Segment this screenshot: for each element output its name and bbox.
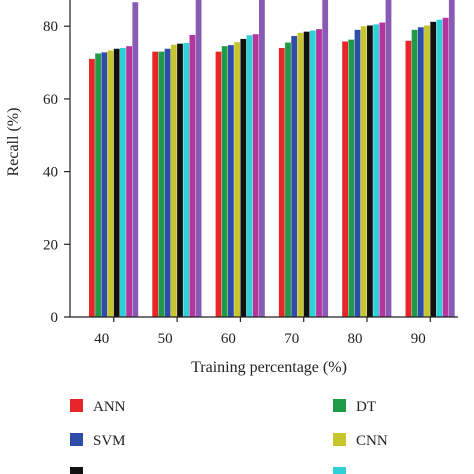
- bar-90-s3: [424, 25, 430, 317]
- legend-item-5: [333, 467, 346, 474]
- bar-40-s6: [126, 46, 132, 317]
- y-tick-label-80: 80: [43, 19, 58, 35]
- bar-60-s4: [240, 38, 247, 318]
- bar-90-s0: [405, 40, 412, 318]
- bar-60-s5: [246, 35, 253, 317]
- bar-80-s4: [367, 25, 373, 317]
- bar-40-s3: [107, 50, 114, 318]
- x-tick-label-60: 60: [221, 331, 236, 347]
- bar-50-s1: [158, 51, 165, 318]
- bar-50-s3: [170, 44, 177, 318]
- bar-90-s5: [436, 19, 443, 317]
- bar-80-s6: [379, 22, 386, 318]
- bar-50-s5: [183, 42, 190, 318]
- bar-60-s1: [221, 46, 228, 317]
- legend-swatch-5: [333, 467, 346, 474]
- x-tick-label-40: 40: [94, 331, 109, 347]
- bar-60-s0: [215, 51, 222, 318]
- legend-item-2: SVM: [70, 433, 126, 449]
- bar-70-s4: [303, 31, 310, 318]
- bar-50-s0: [152, 51, 159, 318]
- bar-70-s3: [297, 32, 304, 318]
- x-tick-label-70: 70: [284, 331, 299, 347]
- legend-item-1: DT: [333, 399, 376, 415]
- legend-label-0: ANN: [93, 399, 126, 415]
- bar-40-s5: [120, 48, 126, 317]
- legend-swatch-0: [70, 399, 83, 412]
- bar-70-s7: [322, 0, 329, 317]
- legend-swatch-4: [70, 467, 83, 474]
- legend-label-3: CNN: [356, 433, 388, 449]
- y-axis: 0 20 40 60 80: [43, 0, 71, 326]
- bar-70-s0: [278, 48, 285, 317]
- bar-90-s7: [448, 0, 455, 317]
- bar-50-s7: [195, 0, 202, 317]
- x-axis-label: Training percentage (%): [191, 359, 347, 376]
- y-tick-label-0: 0: [51, 310, 59, 326]
- bar-80-s7: [385, 0, 392, 317]
- y-tick-label-60: 60: [43, 92, 58, 108]
- y-tick-label-40: 40: [43, 165, 58, 181]
- bar-90-s6: [442, 17, 449, 318]
- plot-area: [89, 0, 455, 318]
- legend-item-4: [70, 467, 83, 474]
- bar-40-s2: [101, 52, 108, 318]
- bar-80-s3: [360, 26, 367, 317]
- bar-60-s7: [259, 0, 265, 317]
- legend-swatch-2: [70, 433, 83, 446]
- bar-70-s2: [291, 36, 298, 317]
- bar-90-s4: [430, 21, 437, 318]
- bar-90-s2: [417, 27, 424, 317]
- legend-item-3: CNN: [333, 433, 388, 449]
- bar-40-s0: [89, 58, 95, 318]
- bar-70-s1: [285, 42, 291, 318]
- bar-70-s6: [316, 29, 322, 318]
- bar-60-s3: [234, 42, 240, 317]
- bar-80-s2: [354, 29, 361, 318]
- y-tick-label-20: 20: [43, 237, 58, 253]
- bar-60-s2: [228, 45, 234, 317]
- legend-label-2: SVM: [93, 433, 126, 449]
- x-tick-label-90: 90: [411, 331, 426, 347]
- legend-swatch-1: [333, 399, 346, 412]
- y-axis-label: Recall (%): [5, 108, 22, 177]
- bar-40-s7: [132, 2, 139, 318]
- legend-item-0: ANN: [70, 399, 126, 415]
- bar-70-s5: [309, 30, 316, 318]
- bar-90-s1: [411, 29, 418, 318]
- bar-50-s4: [177, 43, 183, 318]
- bar-80-s5: [373, 24, 379, 317]
- bar-40-s4: [113, 48, 120, 318]
- bar-60-s6: [252, 34, 259, 317]
- bar-50-s2: [164, 48, 171, 318]
- bar-80-s1: [348, 39, 355, 318]
- legend-swatch-3: [333, 433, 346, 446]
- bar-80-s0: [342, 41, 348, 317]
- x-tick-label-80: 80: [348, 331, 363, 347]
- legend: ANN DT SVM CNN: [70, 399, 388, 474]
- x-axis: 40 50 60 70 80 90: [70, 316, 458, 347]
- bar-50-s6: [189, 34, 196, 318]
- legend-label-1: DT: [356, 399, 376, 415]
- bar-40-s1: [95, 53, 101, 318]
- x-tick-label-50: 50: [158, 331, 173, 347]
